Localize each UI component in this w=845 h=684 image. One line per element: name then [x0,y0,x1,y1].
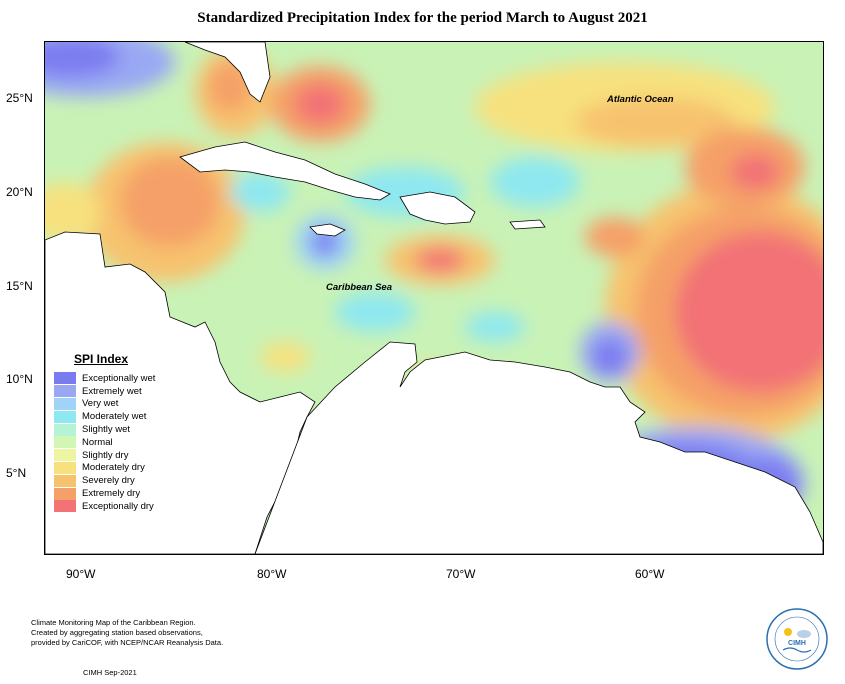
legend-label: Moderately wet [82,411,147,423]
legend-item: Moderately dry [54,461,164,475]
lat-label-10n: 10°N [6,372,33,386]
legend-label: Slightly wet [82,424,131,436]
legend-item: Very wet [54,397,164,411]
legend-item: Slightly dry [54,449,164,462]
legend-item: Normal [54,436,164,449]
atlantic-ocean-label: Atlantic Ocean [607,94,674,105]
legend-label: Normal [82,436,113,448]
legend-swatch [54,397,76,410]
legend-swatch [54,372,76,385]
legend-label: Severely dry [82,475,135,487]
credits-date: CIMH Sep-2021 [83,668,137,677]
land-masses [45,42,823,554]
legend-item: Moderately wet [54,410,164,423]
credits-line: Climate Monitoring Map of the Caribbean … [31,618,196,627]
legend-label: Exceptionally dry [82,500,154,512]
cloud-icon [797,630,811,638]
legend-swatch [54,461,76,474]
legend-swatch [54,423,76,436]
legend-swatch [54,449,76,462]
legend-swatch [54,385,76,398]
lon-label-70w: 70°W [446,567,476,581]
legend-label: Extremely wet [82,385,142,397]
lat-label-20n: 20°N [6,185,33,199]
legend-swatch [54,474,76,487]
logo-text: CIMH [788,640,806,647]
legend-items: Exceptionally wet Extremely wet Very wet Mo… [54,372,164,513]
legend-swatch [54,487,76,500]
spi-map-canvas [45,42,823,554]
sun-icon [784,628,792,636]
credits-line: Created by aggregating station based obs… [31,628,203,637]
map-title: Standardized Precipitation Index for the… [197,10,648,26]
cimh-logo: CIMH [766,608,828,670]
legend-swatch [54,436,76,449]
legend-label: Extremely dry [82,488,141,500]
credits: Climate Monitoring Map of the Caribbean … [31,618,223,648]
spi-field [45,42,823,537]
legend-swatch [54,410,76,423]
legend-item: Severely dry [54,474,164,487]
legend-label: Slightly dry [82,449,129,461]
legend-item: Extremely wet [54,385,164,398]
wave-icon [782,647,812,653]
lon-label-90w: 90°W [66,567,96,581]
lat-label-25n: 25°N [6,91,33,105]
credits-line: provided by CariCOF, with NCEP/NCAR Rean… [31,638,224,647]
spi-map [44,41,824,555]
lon-label-60w: 60°W [635,567,665,581]
legend-label: Moderately dry [82,462,145,474]
legend-title: SPI Index [74,352,129,366]
legend-item: Slightly wet [54,423,164,436]
lon-label-80w: 80°W [257,567,287,581]
caribbean-sea-label: Caribbean Sea [326,282,392,293]
legend-item: Exceptionally dry [54,500,164,513]
legend-swatch [54,500,76,513]
legend-item: Extremely dry [54,487,164,500]
legend-item: Exceptionally wet [54,372,164,385]
legend-label: Very wet [82,398,119,410]
lat-label-5n: 5°N [6,466,27,480]
spi-legend: SPI Index Exceptionally wet Extremely wet… [54,352,164,513]
legend-label: Exceptionally wet [82,372,156,384]
lat-label-15n: 15°N [6,279,33,293]
